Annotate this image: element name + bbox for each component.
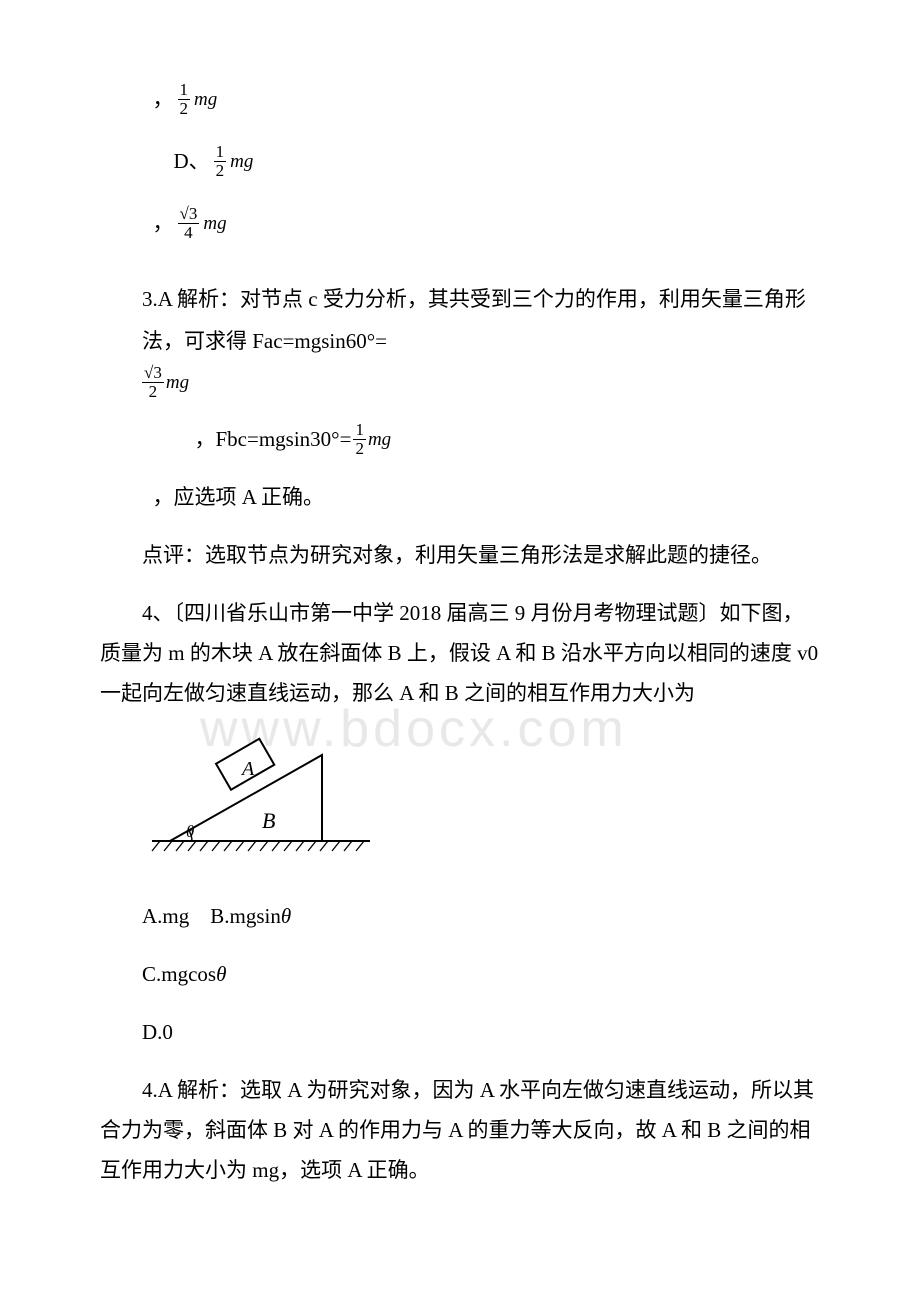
label-theta: θ: [186, 822, 194, 841]
incline-svg: A B θ: [142, 733, 382, 863]
fragment-half-mg-1: ， 1 2 mg: [153, 80, 821, 120]
option-C: C.mgcosθ: [100, 955, 820, 995]
answer-3: 3.A 解析：对节点 c 受力分析，其共受到三个力的作用，利用矢量三角形法，可求…: [100, 278, 820, 402]
option-D: D、 1 2 mg: [174, 142, 821, 182]
label-A: A: [240, 758, 255, 780]
mg-text: mg: [194, 82, 217, 118]
answer-3-text-1: 3.A 解析：对节点 c 受力分析，其共受到三个力的作用，利用矢量三角形法，可求…: [142, 278, 820, 362]
ground-hatch: [152, 841, 364, 851]
mg-text: mg: [203, 206, 226, 242]
denominator: 2: [214, 162, 227, 181]
fragment-sqrt3-4-mg: ， √3 4 mg: [153, 204, 821, 244]
answer-3-cont: ，Fbc=mgsin30°= 1 2 mg: [153, 420, 821, 460]
numerator: 1: [178, 81, 191, 101]
incline-figure: A B θ: [142, 733, 820, 877]
option-AB-text: A.mg B.mgsin: [142, 904, 281, 928]
comment-3: 点评：选取节点为研究对象，利用矢量三角形法是求解此题的捷径。: [100, 536, 820, 576]
fraction-half: 1 2: [178, 81, 191, 119]
comma: ，: [153, 204, 174, 244]
fraction-half: 1 2: [353, 421, 366, 459]
question-4: 4、〔四川省乐山市第一中学 2018 届高三 9 月份月考物理试题〕如下图，质量…: [100, 594, 820, 714]
denominator: 4: [178, 224, 200, 243]
mg-text: mg: [166, 364, 189, 402]
option-C-text: C.mgcos: [142, 962, 216, 986]
denominator: 2: [178, 100, 191, 119]
answer-4: 4.A 解析：选取 A 为研究对象，因为 A 水平向左做匀速直线运动，所以其合力…: [100, 1071, 820, 1191]
fraction-sqrt3-4: √3 4: [178, 205, 200, 243]
answer-3-end: ，应选项 A 正确。: [100, 478, 820, 518]
numerator: √3: [178, 205, 200, 225]
numerator: √3: [142, 364, 164, 384]
numerator: 1: [353, 421, 366, 441]
mg-text: mg: [230, 144, 253, 180]
numerator: 1: [214, 143, 227, 163]
theta: θ: [216, 962, 226, 986]
option-D2: D.0: [100, 1013, 820, 1053]
option-AB: A.mg B.mgsinθ: [100, 897, 820, 937]
mg-text: mg: [368, 422, 391, 458]
option-D-label: D、: [174, 142, 210, 182]
theta: θ: [281, 904, 291, 928]
page-content: ， 1 2 mg D、 1 2 mg ， √3 4 mg 3.A 解析：对节点 …: [100, 80, 820, 1191]
fraction-half: 1 2: [214, 143, 227, 181]
denominator: 2: [353, 440, 366, 459]
denominator: 2: [142, 383, 164, 402]
comma: ，: [153, 80, 174, 120]
fraction-sqrt3-2: √3 2: [142, 364, 164, 402]
label-B: B: [262, 808, 275, 833]
answer-3-text-2: ，Fbc=mgsin30°=: [195, 420, 352, 460]
